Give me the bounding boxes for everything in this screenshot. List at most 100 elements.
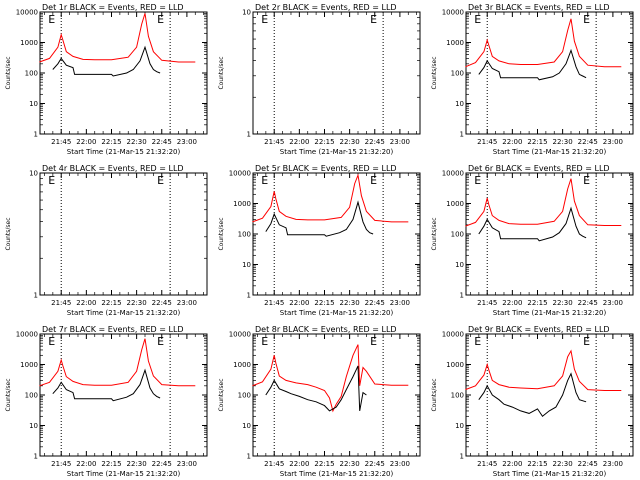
event-marker: E [370,335,377,348]
panel-title: Det 6r BLACK = Events, RED = LLD [468,164,610,173]
y-tick-label: 10 [455,422,464,430]
y-tick-label: 100 [451,231,464,239]
y-tick-label: 10 [242,261,251,269]
x-tick-label: 22:15 [314,138,334,146]
x-tick-label: 22:30 [553,460,573,468]
x-tick-label: 22:45 [152,299,172,307]
event-marker: E [48,174,55,187]
x-tick-label: 22:00 [502,460,522,468]
y-tick-label: 1 [247,292,251,300]
y-tick-label: 10 [29,422,38,430]
panel-title: Det 5r BLACK = Events, RED = LLD [255,164,397,173]
x-tick-label: 22:00 [289,460,309,468]
y-axis-label: Counts/sec [218,56,225,89]
panel-title: Det 8r BLACK = Events, RED = LLD [255,325,397,334]
x-tick-label: 23:00 [390,299,410,307]
lld-series-line [252,344,409,413]
y-tick-label: 1000 [446,200,464,208]
x-axis-label: Start Time (21-Mar-15 21:32:20) [67,148,181,156]
plot-frame [252,11,421,135]
y-tick-label: 100 [451,392,464,400]
x-tick-label: 23:00 [177,460,197,468]
x-tick-label: 22:30 [127,299,147,307]
x-tick-label: 22:15 [314,460,334,468]
y-axis-label: Counts/sec [5,378,12,411]
y-tick-label: 10 [242,9,251,17]
x-tick-label: 22:45 [152,138,172,146]
x-tick-label: 22:45 [365,138,385,146]
y-tick-label: 10000 [229,331,251,339]
x-tick-label: 22:00 [289,299,309,307]
x-tick-label: 23:00 [390,138,410,146]
x-axis-label: Start Time (21-Mar-15 21:32:20) [493,470,607,478]
event-marker: E [474,174,481,187]
y-tick-label: 1000 [20,39,38,47]
events-series-line [52,45,161,77]
x-axis-label: Start Time (21-Mar-15 21:32:20) [280,309,394,317]
y-tick-label: 10000 [442,170,464,178]
y-tick-label: 100 [25,392,38,400]
event-marker: E [370,13,377,26]
x-tick-label: 22:15 [314,299,334,307]
events-series-line [265,365,367,412]
event-marker: E [261,335,268,348]
panel-title: Det 3r BLACK = Events, RED = LLD [468,3,610,12]
y-axis-label: Counts/sec [218,217,225,250]
panel-title: Det 1r BLACK = Events, RED = LLD [42,3,184,12]
event-marker: E [474,13,481,26]
x-axis-label: Start Time (21-Mar-15 21:32:20) [493,309,607,317]
y-tick-label: 100 [238,392,251,400]
x-tick-label: 22:30 [553,138,573,146]
x-tick-label: 21:45 [51,299,71,307]
events-series-line [478,206,587,242]
y-tick-label: 1 [247,453,251,461]
y-axis-label: Counts/sec [218,378,225,411]
y-tick-label: 100 [451,70,464,78]
y-tick-label: 1000 [233,200,251,208]
y-tick-label: 10000 [16,9,38,17]
events-series-line [265,200,374,237]
x-tick-label: 21:45 [477,299,497,307]
x-tick-label: 23:00 [603,460,623,468]
y-tick-label: 1000 [446,39,464,47]
panel-title: Det 7r BLACK = Events, RED = LLD [42,325,184,334]
x-tick-label: 21:45 [51,138,71,146]
x-tick-label: 21:45 [477,460,497,468]
x-tick-label: 21:45 [264,460,284,468]
event-marker: E [157,174,164,187]
panel-title: Det 9r BLACK = Events, RED = LLD [468,325,610,334]
event-marker: E [583,174,590,187]
y-tick-label: 10 [29,170,38,178]
x-axis-label: Start Time (21-Mar-15 21:32:20) [280,148,394,156]
x-tick-label: 22:00 [76,460,96,468]
y-tick-label: 1000 [446,361,464,369]
y-tick-label: 10 [29,100,38,108]
lld-series-line [465,178,622,227]
lld-series-line [465,18,622,68]
x-tick-label: 22:45 [365,460,385,468]
x-axis-label: Start Time (21-Mar-15 21:32:20) [67,309,181,317]
y-tick-label: 100 [25,70,38,78]
y-tick-label: 10 [455,100,464,108]
x-tick-label: 23:00 [603,299,623,307]
y-tick-label: 10000 [229,170,251,178]
detector-panel: Det 7r BLACK = Events, RED = LLD Counts/s… [5,325,208,478]
event-marker: E [48,335,55,348]
x-tick-label: 22:45 [152,460,172,468]
x-tick-label: 22:30 [340,460,360,468]
event-marker: E [370,174,377,187]
x-axis-label: Start Time (21-Mar-15 21:32:20) [67,470,181,478]
detector-panel: Det 9r BLACK = Events, RED = LLD Counts/s… [431,325,634,478]
y-tick-label: 10 [455,261,464,269]
lld-series-line [39,13,196,63]
x-tick-label: 22:45 [578,138,598,146]
detector-panel: Det 8r BLACK = Events, RED = LLD Counts/s… [218,325,421,478]
y-tick-label: 1 [34,292,38,300]
plot-frame [39,172,208,296]
event-marker: E [474,335,481,348]
detector-panel: Det 1r BLACK = Events, RED = LLD Counts/s… [5,3,208,156]
y-axis-label: Counts/sec [431,378,438,411]
x-tick-label: 22:15 [527,299,547,307]
x-tick-label: 22:00 [76,299,96,307]
y-tick-label: 100 [238,231,251,239]
